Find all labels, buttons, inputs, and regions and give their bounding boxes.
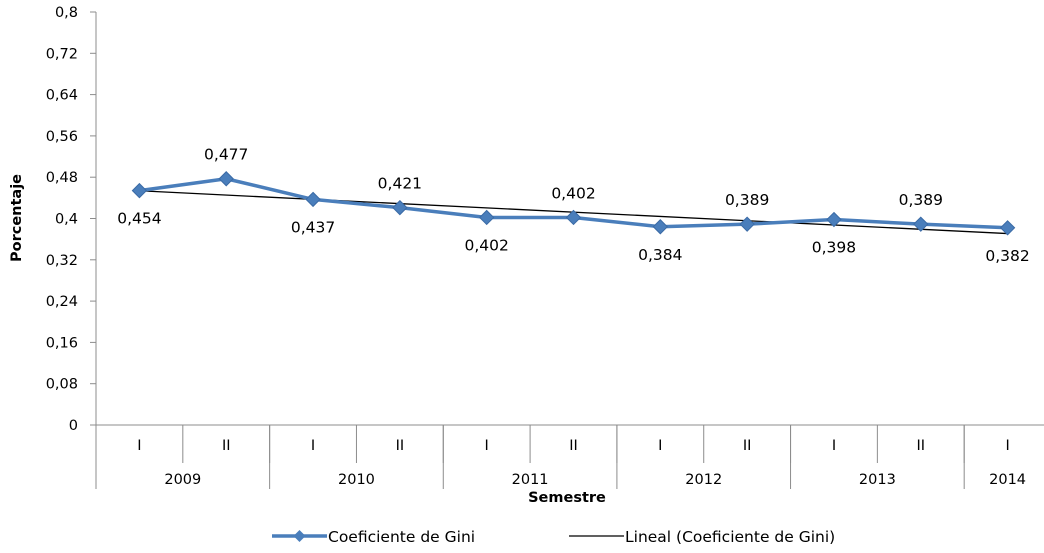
- data-point-marker: [565, 209, 582, 226]
- y-tick-labels: 0 0,08 0,16 0,24 0,32 0,4 0,48 0,56 0,64 0,72 0,8: [46, 5, 78, 434]
- x-semester-label: I: [832, 438, 836, 454]
- y-tick-label: 0,56: [46, 129, 78, 145]
- x-year-label: 2010: [338, 472, 375, 488]
- data-label: 0,389: [899, 191, 943, 209]
- data-label: 0,382: [985, 247, 1029, 265]
- series-layer: [131, 171, 1016, 236]
- data-point-marker: [131, 182, 148, 199]
- y-tick-label: 0,72: [46, 46, 78, 62]
- y-tick-label: 0,4: [55, 212, 78, 228]
- x-semester-label: II: [396, 438, 405, 454]
- data-label: 0,437: [291, 218, 335, 236]
- data-point-marker: [218, 171, 234, 187]
- data-label: 0,398: [812, 239, 856, 257]
- x-axis-title: Semestre: [528, 490, 606, 506]
- y-tick-label: 0,8: [55, 5, 78, 21]
- data-label: 0,402: [551, 184, 595, 202]
- data-label: 0,384: [638, 246, 682, 264]
- x-year-label: 2011: [512, 472, 549, 488]
- data-label: 0,389: [725, 191, 769, 209]
- y-tick-label: 0,24: [46, 294, 78, 310]
- data-point-marker: [999, 220, 1016, 236]
- data-point-marker: [913, 216, 929, 232]
- data-label: 0,402: [464, 236, 508, 254]
- x-semester-label: II: [222, 438, 231, 454]
- x-year-label: 2013: [859, 472, 896, 488]
- legend-trendline-label: Lineal (Coeficiente de Gini): [625, 528, 835, 546]
- x-semester-label: II: [916, 438, 925, 454]
- axes: [90, 11, 1044, 489]
- legend: Coeficiente de Gini Lineal (Coeficiente …: [272, 528, 835, 546]
- y-tick-label: 0,64: [46, 88, 78, 104]
- y-tick-label: 0,08: [46, 377, 78, 393]
- data-point-marker: [739, 216, 755, 232]
- data-label: 0,454: [117, 210, 161, 228]
- data-labels: 0,454 0,477 0,437 0,421 0,402 0,402 0,384 0,389…: [117, 146, 1030, 265]
- x-year-label: 2012: [685, 472, 722, 488]
- legend-series-label: Coeficiente de Gini: [328, 528, 475, 546]
- data-point-marker: [652, 219, 669, 235]
- data-point-marker: [392, 199, 408, 216]
- x-semester-label: I: [658, 438, 662, 454]
- x-semester-label: II: [569, 438, 578, 454]
- x-semester-label: I: [1005, 438, 1009, 454]
- x-semester-label: I: [137, 438, 141, 454]
- x-semester-label: I: [311, 438, 315, 454]
- data-label: 0,421: [378, 175, 422, 193]
- y-tick-label: 0,32: [46, 253, 78, 269]
- legend-series-marker: [293, 530, 306, 542]
- x-semester-label: I: [485, 438, 489, 454]
- data-label: 0,477: [204, 146, 248, 164]
- y-axis-title: Porcentaje: [9, 174, 25, 262]
- data-point-marker: [305, 191, 321, 208]
- x-year-label: 2009: [164, 472, 201, 488]
- data-point-marker: [826, 211, 842, 228]
- x-year-label: 2014: [989, 472, 1026, 488]
- y-tick-label: 0,16: [46, 335, 78, 351]
- legend-item-trendline: Lineal (Coeficiente de Gini): [569, 528, 835, 546]
- y-tick-label: 0,48: [46, 170, 78, 186]
- data-point-marker: [478, 209, 495, 226]
- x-semester-label: II: [743, 438, 752, 454]
- legend-item-series: Coeficiente de Gini: [272, 528, 475, 546]
- y-tick-label: 0: [69, 418, 78, 434]
